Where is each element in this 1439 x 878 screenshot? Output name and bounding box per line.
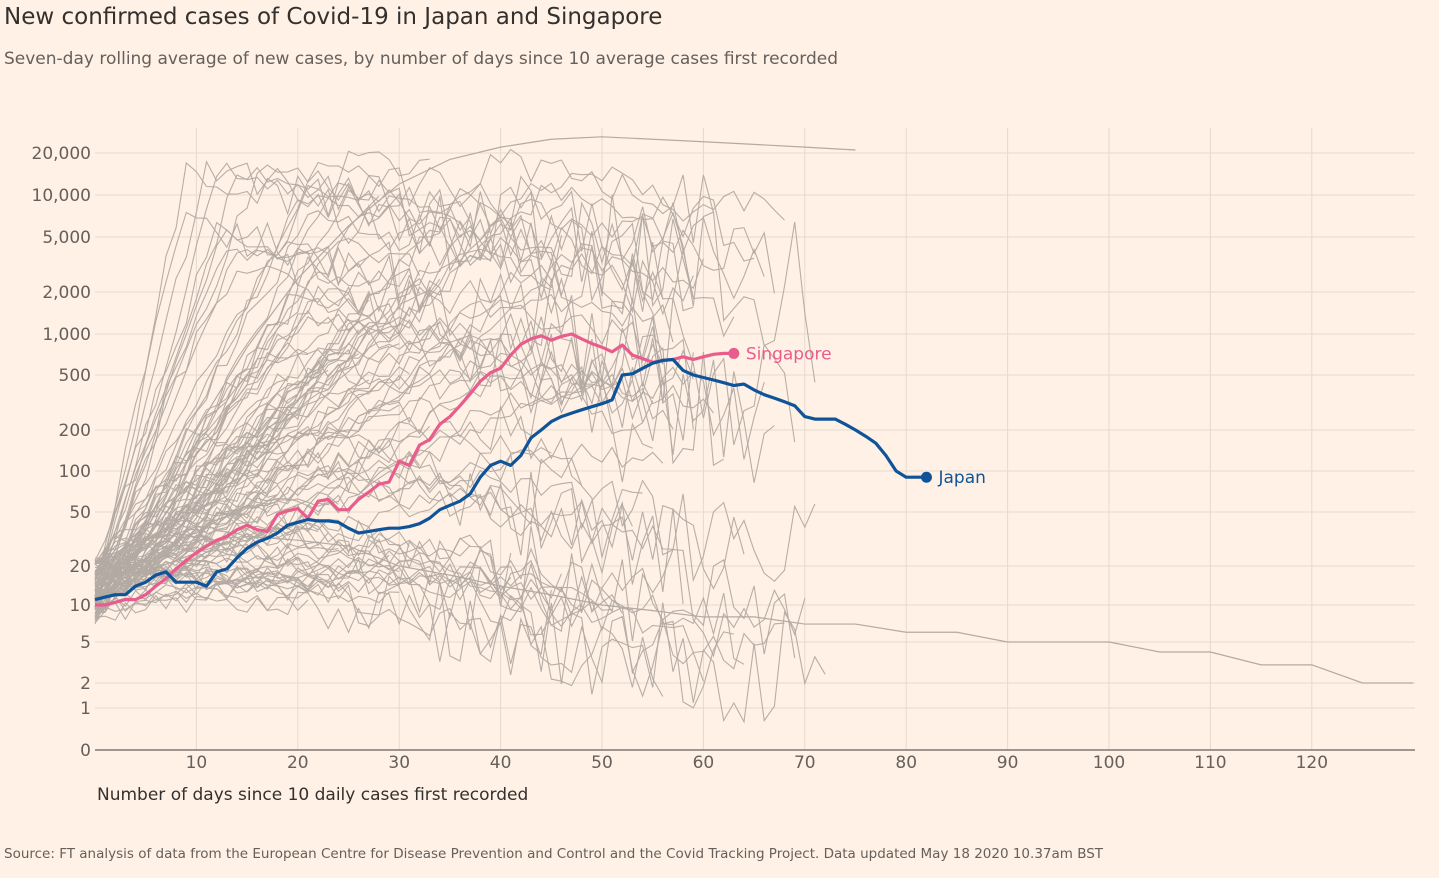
other-countries-lines — [94, 136, 1414, 724]
country-line — [94, 238, 420, 585]
y-tick-label: 5,000 — [42, 228, 91, 248]
country-line — [94, 161, 664, 591]
y-tick-label: 2 — [80, 674, 91, 694]
singapore-line — [95, 332, 734, 607]
country-line — [94, 558, 400, 614]
country-line — [94, 285, 370, 565]
singapore-endpoint — [728, 347, 740, 359]
y-tick-label: 50 — [69, 503, 91, 523]
x-tick-labels: 10 20 30 40 50 60 70 80 90 100 110 120 — [186, 753, 1328, 773]
country-line — [94, 559, 704, 682]
country-line — [94, 561, 664, 697]
country-line — [94, 297, 694, 597]
x-axis-title: Number of days since 10 daily cases firs… — [97, 785, 528, 805]
country-line — [94, 210, 664, 573]
y-tick-label: 1,000 — [42, 325, 91, 345]
x-tick-label: 30 — [388, 753, 410, 773]
country-line — [94, 471, 522, 608]
country-line — [95, 318, 370, 591]
country-line — [94, 248, 796, 575]
country-line — [94, 541, 562, 600]
x-tick-label: 100 — [1093, 753, 1125, 773]
country-line — [94, 491, 674, 575]
source-note: Source: FT analysis of data from the Eur… — [4, 846, 1104, 862]
country-line — [94, 458, 278, 615]
country-line — [94, 459, 816, 583]
country-line — [94, 162, 562, 610]
country-line — [94, 136, 856, 601]
japan-endpoint — [920, 471, 932, 483]
japan-label: Japan — [937, 468, 985, 488]
country-line — [94, 373, 289, 574]
country-line — [94, 559, 826, 724]
country-line — [94, 293, 674, 614]
country-line — [94, 384, 603, 567]
country-line — [94, 182, 755, 589]
y-tick-label: 2,000 — [42, 283, 91, 303]
country-line — [94, 536, 552, 655]
x-tick-label: 50 — [591, 753, 613, 773]
country-line — [94, 164, 694, 566]
highlight-lines: Singapore Japan — [94, 332, 986, 607]
y-tick-label: 1 — [80, 699, 91, 719]
country-line — [94, 506, 319, 587]
country-line — [94, 531, 410, 588]
country-line — [94, 319, 360, 598]
x-tick-label: 10 — [186, 753, 208, 773]
y-tick-label: 20,000 — [32, 144, 91, 164]
y-tick-labels: 0 1 2 5 10 20 50 100 200 500 1,000 2,000 5,000 10,000… — [32, 144, 91, 761]
y-tick-label: 0 — [80, 741, 91, 761]
country-line — [94, 296, 370, 601]
country-line — [94, 174, 816, 609]
chart-title: New confirmed cases of Covid-19 in Japan… — [4, 4, 663, 30]
country-line — [94, 465, 745, 600]
y-tick-label: 500 — [59, 366, 91, 386]
x-tick-label: 120 — [1296, 753, 1328, 773]
country-line — [94, 390, 471, 576]
country-line — [94, 198, 775, 599]
x-tick-label: 40 — [490, 753, 512, 773]
y-tick-label: 5 — [80, 633, 91, 653]
country-line — [94, 472, 633, 566]
country-line — [94, 595, 309, 614]
singapore-label: Singapore — [746, 344, 832, 364]
country-line — [94, 300, 694, 593]
x-gridlines — [195, 128, 1313, 750]
y-gridlines — [95, 152, 1415, 709]
chart-subtitle: Seven-day rolling average of new cases, … — [4, 49, 839, 69]
country-line — [94, 576, 734, 709]
x-tick-label: 70 — [794, 753, 816, 773]
country-line — [94, 565, 613, 611]
country-line — [94, 150, 430, 605]
country-line — [94, 562, 400, 604]
x-tick-label: 20 — [287, 753, 309, 773]
country-line — [94, 352, 370, 603]
y-tick-label: 10,000 — [32, 186, 91, 206]
country-line — [94, 188, 471, 620]
japan-line — [94, 357, 927, 602]
country-line — [94, 221, 420, 561]
country-line — [94, 160, 542, 600]
country-line — [94, 443, 664, 564]
x-tick-label: 60 — [693, 753, 715, 773]
x-tick-label: 80 — [895, 753, 917, 773]
country-line — [94, 532, 796, 659]
y-tick-label: 200 — [59, 421, 91, 441]
country-line — [94, 248, 694, 596]
y-tick-label: 20 — [69, 557, 91, 577]
country-line — [94, 225, 441, 601]
x-tick-label: 90 — [997, 753, 1019, 773]
y-tick-label: 10 — [69, 596, 91, 616]
country-line — [94, 535, 1414, 684]
country-line — [94, 388, 583, 610]
x-tick-label: 110 — [1194, 753, 1226, 773]
country-line — [94, 211, 370, 597]
y-tick-label: 100 — [59, 462, 91, 482]
country-line — [94, 185, 694, 579]
